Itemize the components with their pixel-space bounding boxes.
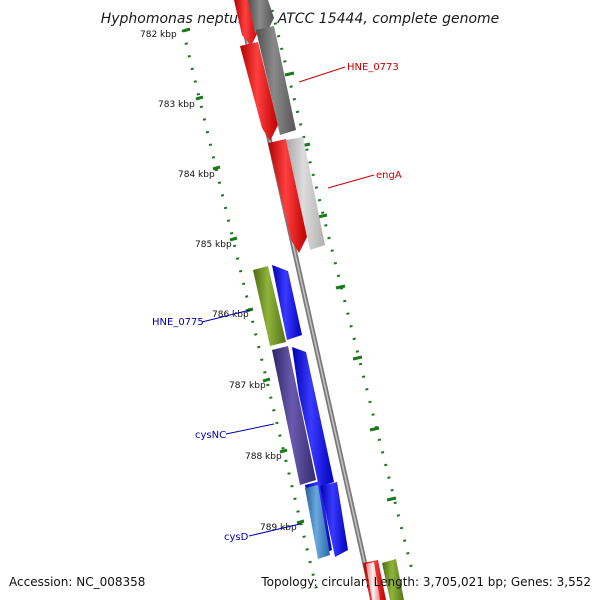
gene-labels: HNE_0773 engA HNE_0775 cysNC cysD xyxy=(152,62,402,543)
map-title: Hyphomonas neptunium ATCC 15444, complet… xyxy=(101,11,500,27)
tick-label-783: 783 kbp xyxy=(158,100,195,110)
gene-feature-HNE_0773[interactable] xyxy=(240,42,278,141)
tick-label-787: 787 kbp xyxy=(229,381,266,391)
leader-cysNC xyxy=(225,423,275,435)
outer-tick-track-left xyxy=(181,29,320,596)
accession-text: Accession: NC_008358 xyxy=(9,575,146,589)
gene-feature-forward-0780[interactable] xyxy=(320,482,348,557)
genome-summary-text: Topology: circular; Length: 3,705,021 bp… xyxy=(261,575,591,589)
leader-HNE_0775 xyxy=(201,309,251,323)
tick-label-789: 789 kbp xyxy=(260,523,297,533)
outer-tick-track-right xyxy=(270,9,414,571)
gene-feature-cysD[interactable] xyxy=(305,485,330,559)
gene-label-leaders xyxy=(201,66,375,537)
gene-label-HNE_0775[interactable]: HNE_0775 xyxy=(152,317,204,328)
leader-engA xyxy=(327,174,375,189)
gene-feature-reverse-bottom[interactable] xyxy=(382,559,404,600)
gene-feature-forward-0782-highlight xyxy=(366,562,380,600)
gene-feature-reverse-0773[interactable] xyxy=(256,26,296,135)
gene-feature-cysNC[interactable] xyxy=(272,346,316,485)
gene-label-cysNC[interactable]: cysNC xyxy=(195,430,226,441)
tick-label-785: 785 kbp xyxy=(195,240,232,250)
gene-feature-reverse-engA[interactable] xyxy=(286,137,325,250)
tick-label-784: 784 kbp xyxy=(178,170,215,180)
major-ticks xyxy=(182,27,397,525)
leader-HNE_0773 xyxy=(298,66,346,83)
leader-cysD xyxy=(248,523,301,537)
reverse-strand-features xyxy=(248,0,404,600)
gene-feature-forward-0776[interactable] xyxy=(272,265,302,340)
gene-label-engA[interactable]: engA xyxy=(376,170,402,181)
gene-feature-forward-0777[interactable] xyxy=(292,347,334,487)
gene-label-cysD[interactable]: cysD xyxy=(224,532,249,543)
gene-feature-reverse-top[interactable] xyxy=(248,0,274,33)
gene-label-HNE_0773[interactable]: HNE_0773 xyxy=(347,62,399,73)
tick-label-788: 788 kbp xyxy=(245,452,282,462)
gene-feature-engA[interactable] xyxy=(268,139,307,253)
tick-label-782: 782 kbp xyxy=(140,30,177,40)
gene-feature-HNE_0775[interactable] xyxy=(253,266,286,346)
